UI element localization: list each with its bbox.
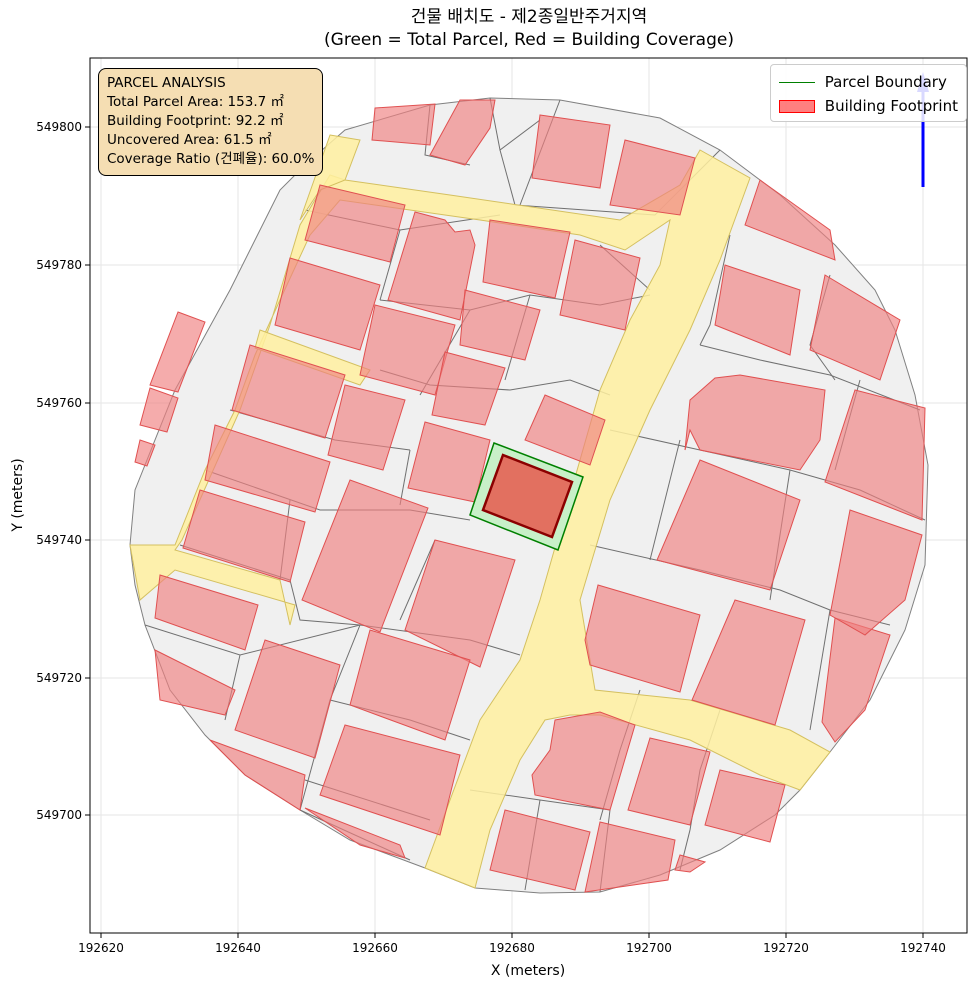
y-tick-label: 549720 xyxy=(36,671,82,685)
x-tick-label: 192660 xyxy=(352,941,398,955)
legend-label: Parcel Boundary xyxy=(824,73,947,91)
uncovered-text: Uncovered Area: 61.5 ㎡ xyxy=(107,132,272,148)
buildings xyxy=(134,99,926,893)
y-tick-label: 549800 xyxy=(36,120,82,134)
plot-frame xyxy=(89,57,968,934)
x-tick-label: 192720 xyxy=(763,941,809,955)
legend-label: Building Footprint xyxy=(824,97,958,115)
legend: Parcel Boundary Building Footprint xyxy=(769,64,967,122)
footprint-text: Building Footprint: 92.2 ㎡ xyxy=(107,113,284,129)
title-line-2: (Green = Total Parcel, Red = Building Co… xyxy=(324,30,734,50)
y-tick-labels: 549800 549780 549760 549740 549720 54970… xyxy=(36,120,82,822)
x-ticks xyxy=(100,933,924,938)
legend-item-building: Building Footprint xyxy=(778,94,958,118)
x-tick-label: 192620 xyxy=(78,941,124,955)
target-building xyxy=(481,453,574,539)
x-tick-label: 192740 xyxy=(900,941,946,955)
infobox-heading: PARCEL ANALYSIS xyxy=(107,75,226,91)
x-tick-labels: 192620 192640 192660 192680 192700 19272… xyxy=(78,941,946,955)
parcel-line-swatch xyxy=(778,81,815,83)
x-axis-label: X (meters) xyxy=(491,963,565,979)
title-line-1: 건물 배치도 - 제2종일반주거지역 xyxy=(410,7,648,27)
roads xyxy=(129,134,831,889)
coverage-text: Coverage Ratio (건폐율): 60.0% xyxy=(107,151,315,167)
x-tick-label: 192640 xyxy=(215,941,261,955)
y-ticks xyxy=(85,126,90,816)
chart-title: 건물 배치도 - 제2종일반주거지역 (Green = Total Parcel… xyxy=(90,6,968,52)
total-area-text: Total Parcel Area: 153.7 ㎡ xyxy=(107,94,284,110)
y-tick-label: 549780 xyxy=(36,258,82,272)
parcel-analysis-box: PARCEL ANALYSIS Total Parcel Area: 153.7… xyxy=(98,68,324,176)
y-tick-label: 549740 xyxy=(36,533,82,547)
x-tick-label: 192680 xyxy=(489,941,535,955)
y-tick-label: 549760 xyxy=(36,396,82,410)
y-axis-label: Y (meters) xyxy=(10,458,26,532)
building-patch-swatch xyxy=(778,99,815,113)
legend-item-parcel: Parcel Boundary xyxy=(778,70,958,94)
x-tick-label: 192700 xyxy=(626,941,672,955)
y-tick-label: 549700 xyxy=(36,808,82,822)
